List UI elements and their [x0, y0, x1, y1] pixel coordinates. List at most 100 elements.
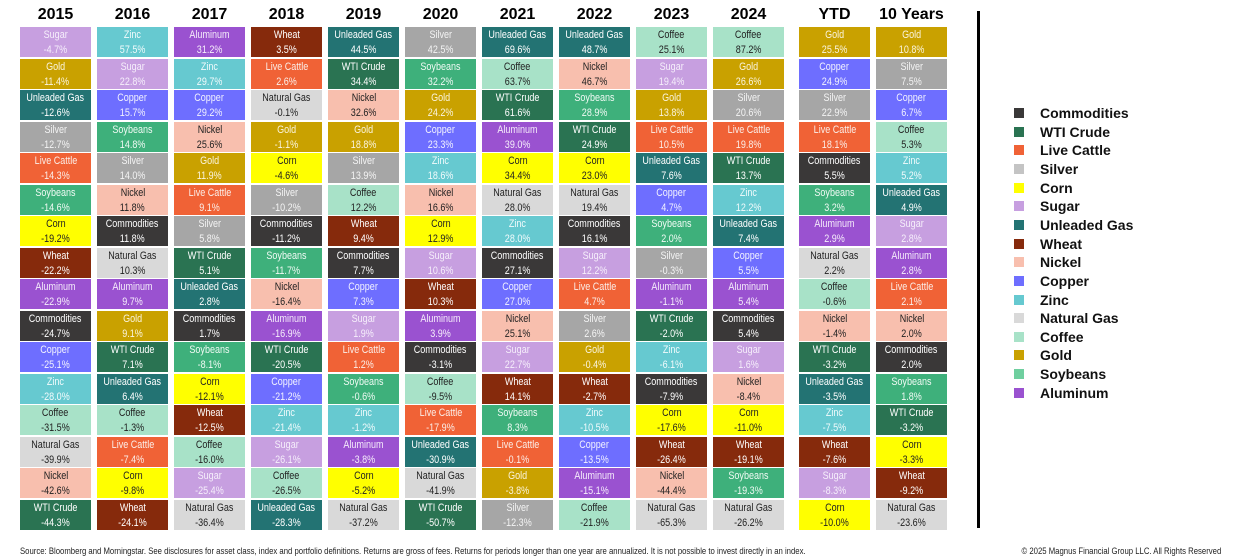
cell-return-value-text: 14.1% [504, 390, 531, 403]
return-cell: Copper 7.3% [328, 279, 399, 309]
cell-return-value-text: 20.6% [735, 107, 762, 119]
return-cell: Wheat -12.5% [174, 405, 245, 435]
cell-return-value-text: -6.1% [659, 359, 684, 371]
cell-commodity-name: Unleaded Gas [97, 375, 168, 390]
cell-commodity-name-text: Aluminum [891, 249, 932, 262]
cell-commodity-name-text: Soybeans [189, 344, 230, 356]
cell-commodity-name: Gold [405, 91, 476, 106]
cell-return-value-text: -22.2% [41, 264, 70, 277]
cell-commodity-name-text: Silver [737, 92, 760, 104]
cell-return-value-text: -25.1% [41, 359, 70, 371]
cell-commodity-name: Coffee [713, 28, 784, 43]
cell-return-value: 1.9% [328, 327, 399, 341]
cell-return-value: 28.9% [559, 106, 630, 120]
cell-commodity-name-text: Gold [661, 92, 682, 104]
return-cell: Sugar -8.3% [799, 468, 870, 498]
cell-return-value-text: -50.7% [426, 516, 455, 529]
cell-return-value: 14.8% [97, 138, 168, 152]
cell-return-value: -3.8% [482, 484, 553, 498]
return-cell: Zinc 12.2% [713, 184, 784, 215]
cell-return-value-text: 16.6% [427, 201, 454, 214]
cell-commodity-name: Sugar [405, 249, 476, 264]
legend-item: Unleaded Gas [1014, 216, 1234, 234]
cell-return-value-text: -9.5% [428, 390, 453, 403]
cell-commodity-name: Unleaded Gas [251, 501, 322, 516]
cell-commodity-name: Copper [559, 438, 630, 453]
cell-commodity-name-text: Zinc [902, 155, 921, 167]
return-cell: Aluminum -16.9% [251, 310, 322, 341]
legend-label: Corn [1040, 179, 1073, 196]
cell-return-value-text: -25.4% [195, 485, 224, 497]
copyright-notice: © 2025 Magnus Financial Group LLC. All R… [1021, 546, 1221, 556]
cell-commodity-name: Corn [20, 217, 91, 232]
cell-return-value-text: 24.9% [821, 75, 848, 88]
cell-return-value: 28.0% [482, 201, 553, 215]
cell-commodity-name-text: Nickel [120, 186, 145, 199]
cell-commodity-name-text: Gold [122, 312, 143, 325]
cell-commodity-name: Commodities [559, 217, 630, 232]
legend-swatch-icon [1014, 182, 1024, 193]
cell-commodity-name-text: Natural Gas [724, 501, 773, 514]
cell-return-value: 4.9% [876, 201, 947, 215]
cell-return-value-text: -65.3% [657, 516, 686, 529]
cell-commodity-name-text: Copper [656, 186, 687, 199]
cell-commodity-name-text: Soybeans [420, 60, 461, 73]
return-cell: Zinc -10.5% [559, 405, 630, 435]
cell-return-value: 1.8% [876, 390, 947, 404]
cell-commodity-name-text: Unleaded Gas [26, 92, 85, 104]
cell-commodity-name-text: Gold [199, 155, 220, 167]
cell-commodity-name: Nickel [636, 469, 707, 484]
cell-commodity-name: Nickel [876, 312, 947, 327]
cell-return-value: 10.6% [405, 264, 476, 278]
cell-return-value-text: 18.1% [821, 138, 848, 151]
return-cell: Sugar 2.8% [876, 216, 947, 246]
cell-return-value-text: -4.6% [274, 170, 299, 182]
cell-return-value: 18.1% [799, 138, 870, 152]
legend-swatch-icon [1014, 257, 1024, 268]
return-cell: Corn -19.2% [20, 216, 91, 246]
cell-return-value: 69.6% [482, 43, 553, 57]
cell-return-value: -39.9% [20, 453, 91, 467]
cell-return-value-text: -28.0% [41, 390, 70, 403]
period-column: 2017 Aluminum 31.2% Zinc 29.7% Copper 29.2% Nic… [174, 0, 245, 535]
cell-return-value-text: -1.1% [274, 138, 299, 151]
cell-commodity-name-text: Sugar [197, 470, 222, 482]
return-cell: Zinc 57.5% [97, 27, 168, 57]
return-cell: Coffee -31.5% [20, 405, 91, 435]
cell-commodity-name-text: Corn [584, 155, 605, 167]
cell-return-value-text: -0.1% [274, 107, 299, 119]
cell-return-value: 44.5% [328, 43, 399, 57]
cell-return-value: -1.2% [328, 421, 399, 435]
cell-return-value: -0.6% [328, 390, 399, 404]
cell-commodity-name-text: Sugar [899, 218, 924, 230]
cell-commodity-name-text: Silver [198, 218, 221, 230]
period-column: 2024 Coffee 87.2% Gold 26.6% Silver 20.6% Live … [713, 0, 784, 535]
cell-commodity-name-text: Coffee [427, 375, 454, 388]
return-cell: Zinc 28.0% [482, 216, 553, 246]
cell-return-value: 63.7% [482, 75, 553, 89]
cell-return-value-text: 3.2% [824, 201, 845, 214]
return-cell: Wheat 10.3% [405, 279, 476, 309]
cell-commodity-name-text: Wheat [504, 375, 531, 388]
cell-return-value: -9.5% [405, 390, 476, 404]
cell-commodity-name: Soybeans [713, 469, 784, 484]
return-cell: Aluminum 9.7% [97, 279, 168, 309]
cell-commodity-name: Sugar [799, 469, 870, 484]
legend-swatch-icon [1014, 387, 1024, 398]
legend-item: Natural Gas [1014, 309, 1234, 327]
cell-return-value: 19.4% [636, 75, 707, 89]
cell-commodity-name: Silver [20, 123, 91, 138]
cell-commodity-name-text: Unleaded Gas [805, 375, 864, 388]
cell-return-value: 2.8% [876, 232, 947, 246]
cell-return-value-text: 9.1% [199, 201, 220, 214]
legend-item: Live Cattle [1014, 141, 1234, 159]
cell-commodity-name-text: Zinc [431, 155, 450, 167]
return-cell: Wheat -24.1% [97, 499, 168, 530]
return-cell: Live Cattle 9.1% [174, 184, 245, 215]
cell-commodity-name-text: Commodities [885, 344, 938, 356]
cell-commodity-name-text: Coffee [196, 438, 223, 451]
return-cell: Soybeans -0.6% [328, 373, 399, 404]
cell-commodity-name: Live Cattle [20, 154, 91, 169]
cell-return-value: -16.0% [174, 453, 245, 467]
return-cell: Commodities 5.5% [799, 153, 870, 183]
